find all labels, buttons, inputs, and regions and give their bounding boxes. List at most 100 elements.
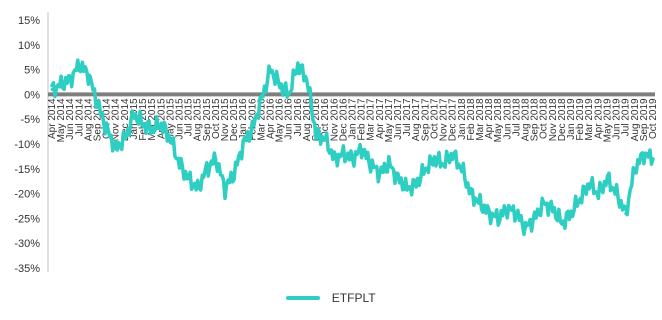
data-point (177, 162, 181, 166)
data-point (296, 63, 300, 67)
x-tick-label: Dec 2014 (120, 98, 131, 141)
data-point (269, 68, 273, 72)
data-point (187, 177, 191, 181)
x-tick-label: Oct 2018 (539, 98, 550, 139)
data-point (205, 167, 209, 171)
x-tick-label: Jun 2018 (502, 98, 513, 140)
x-tick-label: Jun 2019 (612, 98, 623, 140)
axes (47, 12, 655, 272)
data-point (214, 157, 218, 161)
x-tick-label: Oct 2017 (429, 98, 440, 139)
x-tick-label: Mar 2015 (147, 98, 158, 141)
x-tick-label: Oct 2019 (648, 98, 659, 139)
x-tick-label: Oct 2015 (211, 98, 222, 139)
x-tick-label: Jun 2014 (65, 98, 76, 140)
legend-label: ETFPLT (331, 290, 376, 305)
x-tick-label: Jul 2016 (293, 98, 304, 136)
data-point (351, 157, 354, 161)
x-tick-label: Feb 2017 (357, 98, 368, 141)
x-tick-label: Aug 2014 (83, 98, 94, 141)
data-point (241, 142, 245, 146)
x-tick-label: Dec 2017 (448, 98, 459, 141)
x-tick-label: Nov 2017 (439, 98, 450, 141)
data-point (396, 177, 400, 181)
x-tick-label: Mar 2019 (584, 98, 595, 141)
x-tick-label: Feb 2018 (466, 98, 477, 141)
x-tick-label: Nov 2014 (111, 98, 122, 141)
x-tick-label: Jun 2016 (284, 98, 295, 140)
x-tick-label: Aug 2019 (630, 98, 641, 141)
data-point (132, 112, 136, 116)
data-point (105, 127, 109, 131)
x-tick-label: Mar 2018 (475, 98, 486, 141)
x-tick-label: Apr 2014 (47, 98, 58, 139)
data-point (305, 78, 309, 82)
x-tick-label: Apr 2016 (266, 98, 277, 139)
x-tick-label: Dec 2015 (229, 98, 240, 141)
data-point (341, 152, 345, 156)
data-point (605, 177, 609, 181)
x-tick-label: Apr 2017 (375, 98, 386, 139)
data-point (68, 78, 72, 82)
x-tick-label: Oct 2014 (102, 98, 113, 139)
y-tick-label: -20% (14, 189, 40, 201)
data-point (615, 192, 619, 196)
x-tick-label: Nov 2016 (329, 98, 340, 141)
data-point (596, 192, 600, 196)
x-tick-label: Jul 2018 (511, 98, 522, 136)
x-tick-label: Jul 2019 (621, 98, 632, 136)
data-point (369, 162, 373, 166)
data-point (360, 147, 364, 151)
x-tick-label: Apr 2019 (593, 98, 604, 139)
y-tick-label: -25% (14, 213, 40, 225)
x-tick-label: May 2019 (602, 98, 613, 142)
x-tick-label: Jul 2015 (184, 98, 195, 136)
y-tick-label: -30% (14, 238, 40, 250)
data-point (642, 152, 646, 156)
data-point (423, 167, 427, 171)
data-point (505, 206, 509, 210)
data-point (232, 172, 236, 176)
y-axis-ticks: 15% 10% 5% 0% -5% -10% -15% -20% -25% -30% -35% (14, 15, 40, 275)
x-tick-label: Sep 2016 (311, 98, 322, 141)
data-point (141, 122, 145, 126)
x-tick-label: Jun 2015 (174, 98, 185, 140)
x-tick-label: Aug 2017 (411, 98, 422, 141)
x-tick-label: Aug 2018 (521, 98, 532, 141)
x-tick-label: Jun 2017 (393, 98, 404, 140)
x-tick-label: Mar 2017 (366, 98, 377, 141)
data-point (514, 211, 518, 215)
data-point (332, 157, 336, 161)
data-point (287, 92, 291, 96)
x-tick-label: Feb 2019 (575, 98, 586, 141)
x-tick-label: Sep 2017 (420, 98, 431, 141)
data-point (542, 202, 546, 206)
data-point (469, 192, 473, 196)
data-point (159, 122, 163, 126)
y-tick-label: 0% (24, 89, 40, 101)
data-point (524, 226, 528, 230)
x-tick-label: Jan 2018 (457, 98, 468, 140)
data-point (569, 211, 573, 215)
x-tick-label: Jul 2014 (74, 98, 85, 136)
data-point (496, 216, 500, 220)
data-point (432, 157, 436, 161)
data-point (86, 73, 90, 77)
x-tick-label: Dec 2016 (338, 98, 349, 141)
x-tick-label: Aug 2016 (302, 98, 313, 141)
data-point (478, 202, 482, 206)
x-tick-label: Dec 2018 (557, 98, 568, 141)
y-tick-label: -15% (14, 164, 40, 176)
data-point (560, 221, 564, 225)
plot-area (50, 58, 655, 237)
x-tick-label: May 2018 (493, 98, 504, 142)
x-tick-label: Jan 2017 (348, 98, 359, 140)
data-point (168, 137, 172, 141)
data-point (114, 147, 118, 151)
data-point (551, 206, 555, 210)
x-tick-label: Sep 2018 (530, 98, 541, 141)
x-tick-label: Nov 2015 (220, 98, 231, 141)
data-point (378, 172, 382, 176)
data-point (323, 137, 327, 141)
